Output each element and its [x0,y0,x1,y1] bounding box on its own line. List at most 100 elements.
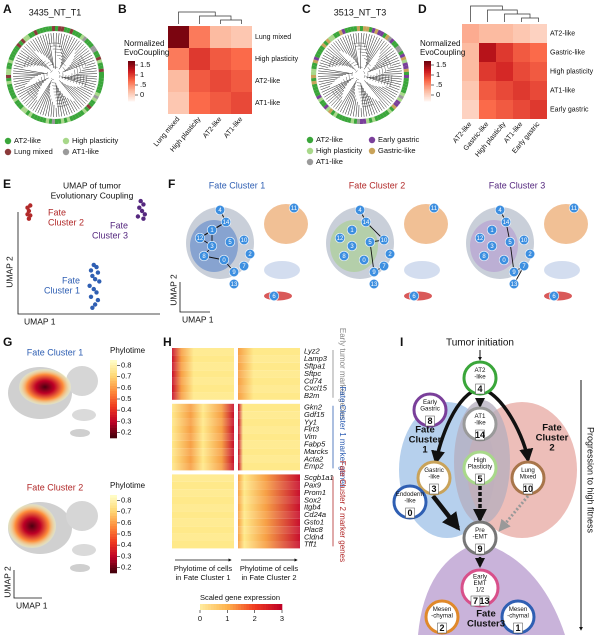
point [93,277,97,281]
colorbar-cell [230,604,233,610]
tree-branch [360,33,361,69]
tree-branch [43,35,51,63]
tree-branch [87,63,96,66]
heatmap-row [172,489,234,496]
heatmap-cell [210,70,231,92]
cluster-label: Fate [62,275,80,285]
colorbar-tick-label: 1 [436,70,440,79]
umap-node-label: 11 [431,206,438,212]
tree-branch [74,87,91,98]
tree-ring-segment [55,119,58,124]
node-label: -like [428,474,440,481]
row-label: AT2-like [550,30,575,37]
legend-label: Early gastric [378,135,420,144]
colorbar-cell [219,604,222,610]
legend-swatch [5,138,11,144]
heatmap-cell [168,92,189,114]
colorbar-cell [110,402,117,405]
colorbar-cell [255,604,258,610]
heatmap-cell [168,26,189,48]
colorbar-cell [277,604,280,610]
colorbar-cell [260,604,263,610]
colorbar-cell [110,433,117,436]
colorbar-cell [110,544,117,547]
colorbar-cell [266,604,269,610]
y-axis-label: UMAP 2 [2,566,12,598]
tree-ring-segment [360,119,363,124]
colorbar-cell [233,604,236,610]
tree-branch [378,76,402,77]
heatmap-cell [530,81,547,100]
node-number: 0 [407,508,412,518]
heatmap-row [172,448,234,455]
tree-node-arc [343,58,377,92]
umap-node-label: 12 [197,236,204,242]
heatmap-row [238,370,300,377]
heatmap-cell [462,81,479,100]
heatmap-row [238,378,300,385]
umap-node-label: 10 [241,238,248,244]
heatmap-cell [496,43,513,62]
panel-letter: A [3,2,12,16]
heatmap-cell [479,24,496,43]
gene-label: Tff1 [304,540,317,549]
point [28,203,32,207]
colorbar-tick-label: 0.2 [121,427,131,436]
heatmap-row [172,419,234,426]
tree-branch [319,65,328,67]
heatmap-row [172,474,234,481]
colorbar-cell [110,376,117,379]
colorbar-tick-label: 0.6 [121,383,131,392]
dendrogram [471,6,503,22]
heatmap-row [238,448,300,455]
heatmap-cell [210,92,231,114]
umap-node-label: 11 [571,206,578,212]
colorbar-tick-label: 0.6 [121,518,131,527]
tree-branch [366,38,380,64]
tree-node-arc [352,67,368,83]
point [96,270,100,274]
colorbar-cell [110,422,117,425]
colorbar-cell [279,604,282,610]
colorbar-cell [110,373,117,376]
colorbar-cell [205,604,208,610]
gene-label: B2m [304,391,319,400]
tree-branch [60,39,77,66]
tree-ring-segment [360,26,363,31]
point [141,217,145,221]
row-label: AT2-like [255,78,280,85]
node-label: 1/2 [476,587,485,594]
heatmap-row [238,426,300,433]
tree-branch [353,99,356,117]
panel-letter: D [418,2,427,16]
colorbar-cell [110,407,117,410]
axes [14,570,42,598]
cluster-label: 2 [549,443,554,454]
tree-branch [333,43,340,52]
point [94,290,98,294]
colorbar-cell [110,417,117,420]
panel-letter: G [3,335,12,349]
tree-branch [370,58,398,71]
colorbar-cell [110,386,117,389]
cluster-label: Cluster 1 [44,285,80,295]
node-label: Plasticity [468,464,493,471]
umap-cluster [264,261,300,279]
heatmap-row [238,456,300,463]
point [89,295,93,299]
tree-branch [40,89,50,114]
tree-branch [363,89,369,116]
tree-branch [379,46,391,57]
colorbar-cell [271,604,274,610]
heatmap-row [172,348,234,355]
tree-branch [70,76,97,79]
legend-label: AT1-like [72,147,99,156]
umap-node-label: 13 [371,282,378,288]
tree-branch [26,93,38,105]
tree-branch [40,36,49,60]
tree-ring-segment [404,72,409,75]
colorbar-tick-label: 0.4 [121,540,131,549]
umap-node-label: 14 [503,220,510,226]
heatmap-cell [189,70,210,92]
umap-node-label: 13 [231,282,238,288]
